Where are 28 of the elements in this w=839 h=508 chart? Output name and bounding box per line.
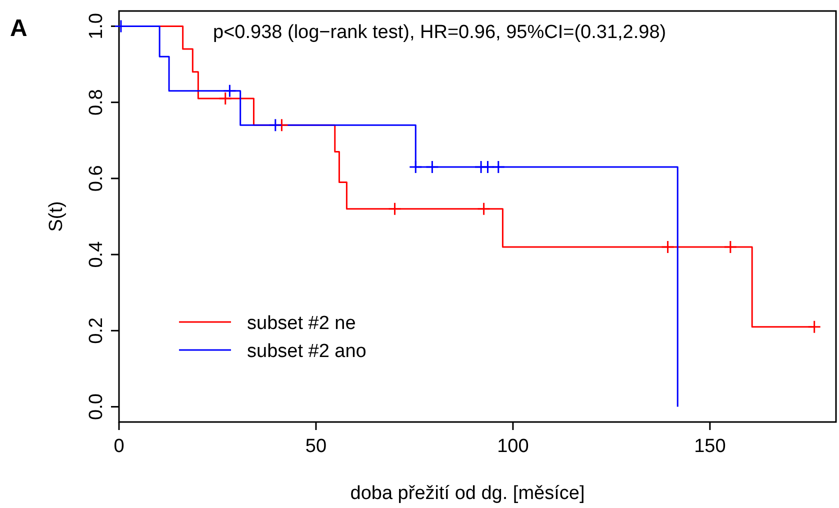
point: [724, 240, 738, 254]
point: [388, 202, 402, 216]
x-tick-label: 50: [305, 436, 327, 457]
y-axis-title: S(t): [46, 201, 67, 232]
annotation: p<0.938 (log−rank test), HR=0.96, 95%CI=(0.31,2.98): [213, 22, 666, 43]
point: [222, 84, 236, 98]
y-tick-label: 0.4: [86, 240, 107, 268]
point: [808, 320, 822, 334]
chart-title: A: [10, 15, 28, 42]
point: [425, 160, 439, 174]
point: [218, 92, 232, 106]
y-tick-label: 0.0: [86, 394, 107, 420]
point: [477, 202, 491, 216]
legend-label: subset #2 ano: [247, 341, 366, 362]
point: [492, 160, 506, 174]
x-tick-label: 100: [497, 436, 529, 457]
point: [408, 160, 422, 174]
y-tick-label: 1.0: [86, 13, 107, 40]
y-tick-label: 0.2: [86, 317, 107, 344]
y-tick-label: 0.8: [86, 89, 107, 116]
point: [480, 160, 494, 174]
point: [268, 118, 282, 132]
legend-label: subset #2 ne: [247, 313, 356, 334]
x-axis-title: doba přežití od dg. [měsíce]: [350, 483, 585, 504]
y-tick-label: 0.6: [86, 165, 107, 192]
x-tick-label: 150: [694, 436, 726, 457]
point: [661, 240, 675, 254]
x-tick-label: 0: [114, 436, 124, 457]
